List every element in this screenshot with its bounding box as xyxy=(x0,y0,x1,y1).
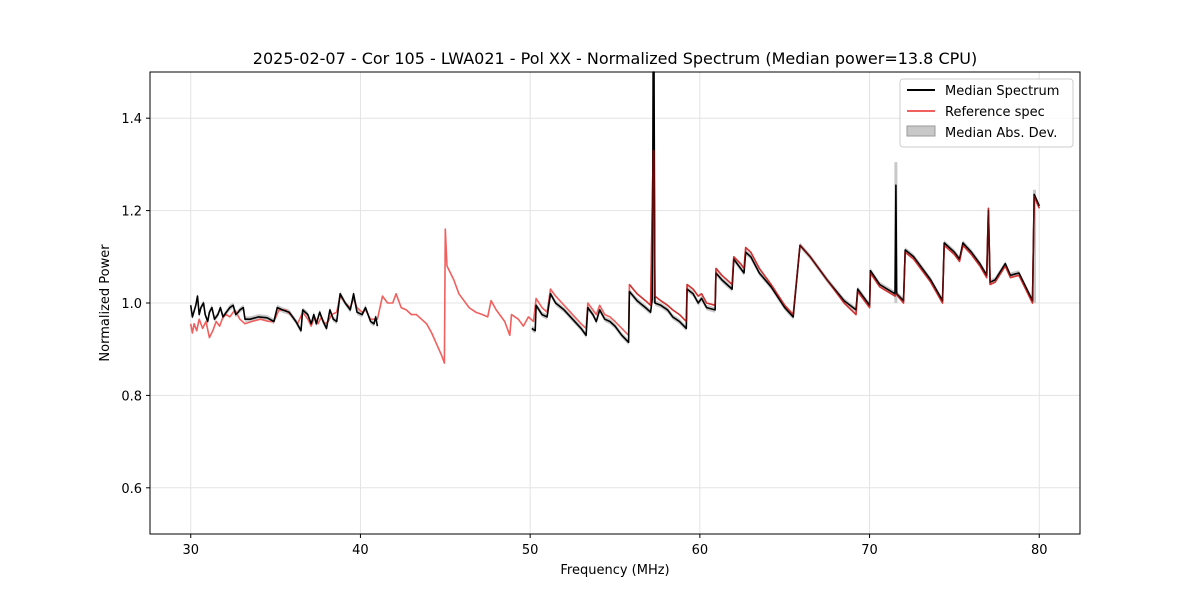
legend-box xyxy=(899,78,1074,148)
chart-title: 2025-02-07 - Cor 105 - LWA021 - Pol XX -… xyxy=(253,49,977,68)
legend-mad-label: Median Abs. Dev. xyxy=(945,126,1057,141)
y-axis-ticks: 0.6 0.8 1.0 1.2 1.4 xyxy=(121,112,150,497)
mad-band-area xyxy=(190,291,378,334)
legend-reference-label: Reference spec xyxy=(945,105,1045,120)
y-axis-label: Normalized Power xyxy=(98,244,113,362)
y-tick-label: 0.8 xyxy=(121,389,142,404)
x-tick-label: 40 xyxy=(352,543,369,558)
y-tick-label: 1.2 xyxy=(121,205,142,220)
legend-mad-swatch xyxy=(906,125,936,137)
legend: Median Spectrum Reference spec Median Ab… xyxy=(899,78,1074,148)
x-tick-label: 80 xyxy=(1031,543,1048,558)
x-axis-ticks: 30 40 50 60 70 80 xyxy=(182,534,1048,558)
median-spectrum-line xyxy=(189,293,379,332)
x-tick-label: 70 xyxy=(861,543,878,558)
overlap-line xyxy=(628,149,1041,323)
legend-median-label: Median Spectrum xyxy=(945,84,1059,99)
y-tick-label: 0.6 xyxy=(121,482,142,497)
x-tick-label: 30 xyxy=(182,543,199,558)
overlap-series xyxy=(628,149,1041,323)
x-tick-label: 50 xyxy=(522,543,539,558)
y-tick-label: 1.0 xyxy=(121,297,142,312)
x-axis-label: Frequency (MHz) xyxy=(560,563,669,578)
x-tick-label: 60 xyxy=(692,543,709,558)
y-tick-label: 1.4 xyxy=(121,112,142,127)
